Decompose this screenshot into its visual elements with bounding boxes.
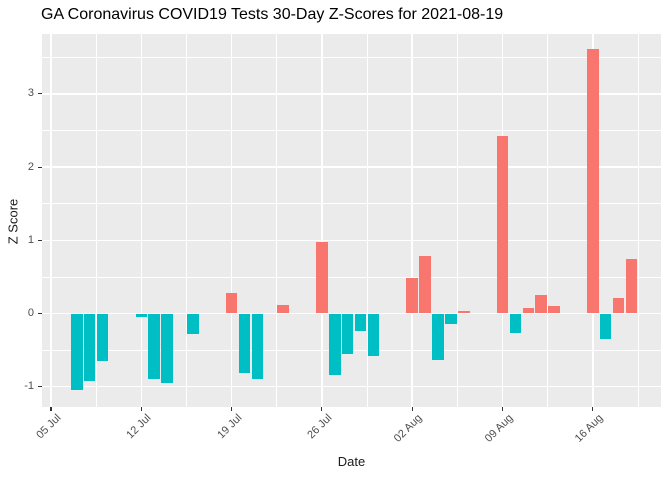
bar bbox=[599, 313, 612, 340]
bar bbox=[354, 313, 367, 332]
bar bbox=[522, 308, 535, 314]
bar bbox=[535, 295, 547, 314]
gridline-minor bbox=[42, 56, 661, 58]
gridline-major bbox=[42, 312, 661, 315]
x-tick-mark bbox=[501, 407, 504, 411]
gridline-major bbox=[411, 34, 413, 407]
gridline-major bbox=[50, 34, 52, 407]
y-tick-mark bbox=[38, 93, 42, 95]
gridline-minor bbox=[42, 130, 661, 131]
y-tick-mark bbox=[38, 239, 42, 241]
gridline-minor bbox=[637, 34, 639, 407]
bar bbox=[496, 135, 509, 314]
bar bbox=[329, 313, 341, 375]
bar bbox=[612, 298, 625, 314]
bar bbox=[587, 48, 599, 314]
bar bbox=[432, 313, 444, 361]
bar bbox=[187, 313, 199, 334]
x-tick-mark bbox=[140, 407, 142, 411]
x-tick-mark bbox=[50, 407, 52, 411]
gridline-minor bbox=[186, 34, 187, 407]
y-tick-mark bbox=[38, 386, 42, 388]
bar bbox=[406, 278, 418, 314]
x-tick-mark bbox=[231, 407, 233, 411]
bar bbox=[71, 313, 83, 391]
bar bbox=[135, 313, 148, 318]
gridline-major bbox=[42, 239, 661, 242]
bar bbox=[509, 313, 522, 333]
chart-title: GA Coronavirus COVID19 Tests 30-Day Z-Sc… bbox=[41, 6, 504, 23]
x-tick-mark bbox=[411, 407, 413, 411]
gridline-minor bbox=[276, 34, 278, 407]
bar bbox=[419, 255, 431, 314]
y-tick-label: 0 bbox=[27, 307, 34, 319]
gridline-minor bbox=[95, 34, 97, 407]
bar bbox=[277, 304, 289, 314]
bar bbox=[445, 313, 457, 325]
bar bbox=[625, 258, 638, 314]
bar bbox=[458, 311, 470, 314]
bar bbox=[96, 313, 109, 362]
gridline-minor bbox=[547, 34, 549, 407]
bar bbox=[367, 313, 380, 356]
x-axis-title: Date bbox=[337, 454, 366, 469]
gridline-major bbox=[42, 385, 661, 388]
y-tick-label: 2 bbox=[27, 160, 34, 173]
gridline-minor bbox=[42, 203, 661, 205]
bar bbox=[548, 306, 560, 314]
gridline-minor bbox=[42, 276, 661, 278]
gridline-major bbox=[42, 93, 661, 95]
x-tick-mark bbox=[592, 407, 594, 411]
x-tick-mark bbox=[321, 407, 323, 411]
bar bbox=[148, 313, 160, 380]
gridline-major bbox=[42, 166, 661, 168]
gridline-minor bbox=[456, 34, 458, 407]
y-axis-title: Z Score bbox=[5, 198, 21, 245]
gridline-major bbox=[140, 34, 143, 407]
bar bbox=[161, 313, 173, 384]
gridline-minor bbox=[366, 34, 368, 407]
gridline-major bbox=[230, 34, 233, 407]
bar bbox=[238, 313, 251, 373]
y-tick-label: -1 bbox=[24, 380, 34, 393]
plot-panel bbox=[42, 34, 661, 407]
bar bbox=[225, 293, 238, 314]
y-tick-label: 3 bbox=[27, 87, 34, 100]
y-tick-label: 1 bbox=[27, 233, 34, 246]
y-tick-mark bbox=[38, 312, 42, 315]
bar bbox=[341, 313, 354, 355]
y-tick-mark bbox=[38, 166, 42, 168]
bar bbox=[316, 242, 328, 314]
bar bbox=[83, 313, 96, 381]
bar bbox=[251, 313, 264, 379]
gridline-major bbox=[321, 34, 323, 407]
